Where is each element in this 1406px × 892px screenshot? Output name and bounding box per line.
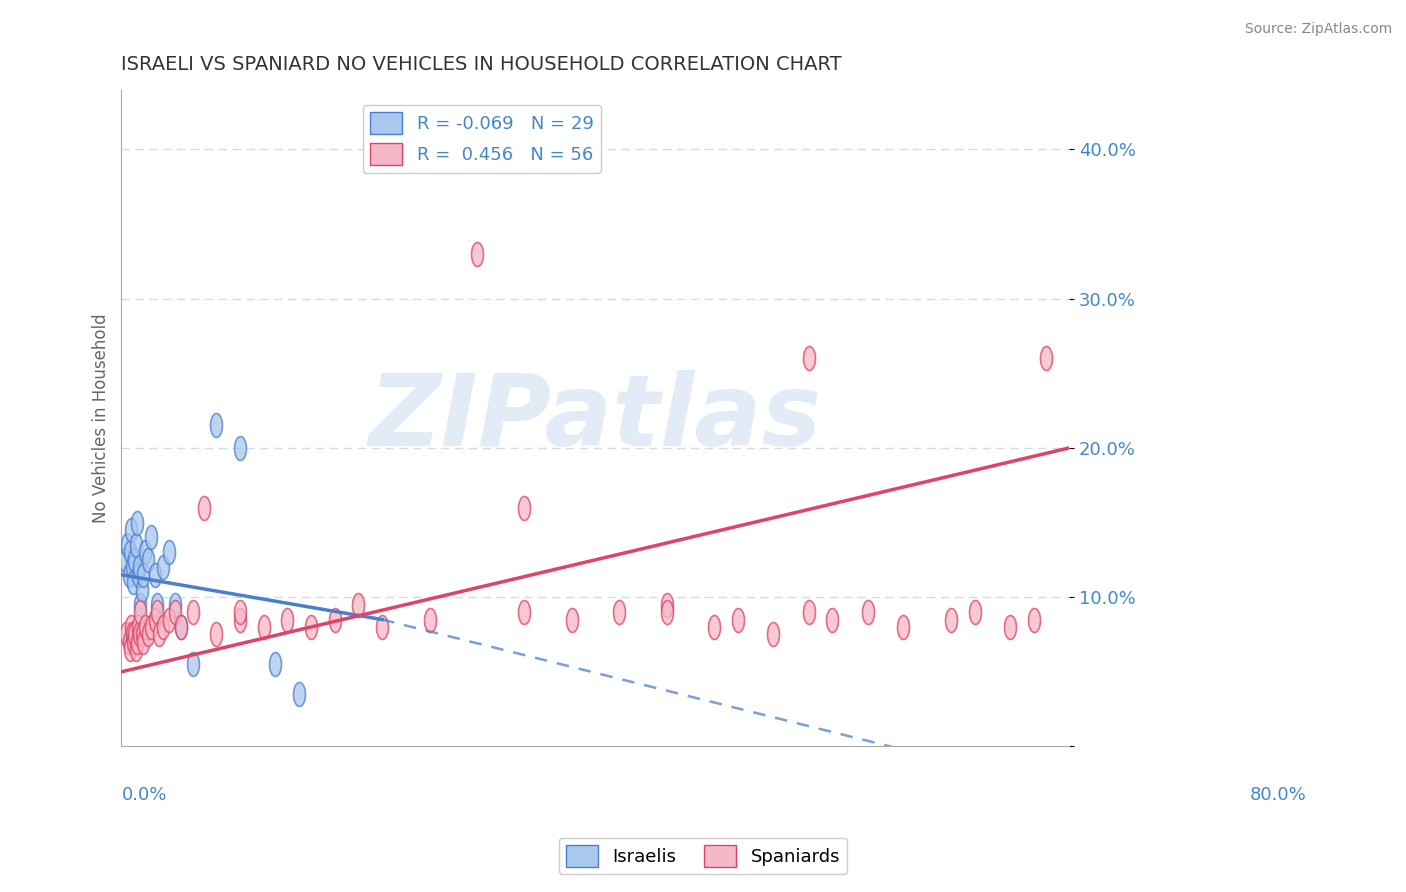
Point — [127, 620, 149, 634]
Point — [276, 613, 298, 627]
Point — [127, 567, 149, 582]
Point — [893, 620, 915, 634]
Point — [136, 553, 159, 567]
Point — [170, 620, 193, 634]
Point — [253, 620, 276, 634]
Point — [157, 545, 180, 559]
Point — [655, 605, 678, 619]
Point — [513, 500, 536, 515]
Point — [122, 575, 145, 590]
Point — [607, 605, 630, 619]
Point — [323, 613, 346, 627]
Legend: Israelis, Spaniards: Israelis, Spaniards — [558, 838, 848, 874]
Point — [131, 627, 153, 641]
Point — [229, 613, 252, 627]
Point — [152, 620, 174, 634]
Point — [939, 613, 962, 627]
Point — [128, 627, 150, 641]
Point — [288, 687, 311, 701]
Point — [117, 538, 139, 552]
Point — [465, 247, 488, 261]
Point — [561, 613, 583, 627]
Point — [181, 605, 204, 619]
Point — [146, 598, 169, 612]
Text: ZIPatlas: ZIPatlas — [368, 369, 823, 467]
Point — [1035, 351, 1057, 366]
Point — [115, 627, 138, 641]
Point — [963, 605, 986, 619]
Point — [114, 553, 136, 567]
Point — [136, 627, 159, 641]
Point — [205, 418, 228, 433]
Point — [121, 560, 143, 574]
Point — [152, 560, 174, 574]
Point — [727, 613, 749, 627]
Point — [125, 516, 148, 530]
Point — [229, 605, 252, 619]
Point — [124, 538, 146, 552]
Point — [118, 545, 141, 559]
Point — [120, 620, 142, 634]
Point — [418, 613, 440, 627]
Y-axis label: No Vehicles in Household: No Vehicles in Household — [93, 313, 110, 523]
Point — [134, 620, 156, 634]
Text: 0.0%: 0.0% — [121, 786, 167, 804]
Point — [655, 598, 678, 612]
Point — [264, 657, 287, 672]
Point — [131, 582, 153, 597]
Point — [181, 657, 204, 672]
Point — [856, 605, 879, 619]
Point — [117, 567, 139, 582]
Point — [122, 635, 145, 649]
Point — [998, 620, 1021, 634]
Point — [193, 500, 215, 515]
Point — [148, 627, 170, 641]
Point — [125, 635, 148, 649]
Point — [128, 560, 150, 574]
Point — [371, 620, 394, 634]
Point — [797, 605, 820, 619]
Point — [205, 627, 228, 641]
Point — [163, 598, 186, 612]
Text: 80.0%: 80.0% — [1250, 786, 1306, 804]
Point — [139, 620, 162, 634]
Point — [129, 598, 152, 612]
Point — [120, 523, 142, 537]
Point — [762, 627, 785, 641]
Point — [513, 605, 536, 619]
Point — [146, 605, 169, 619]
Point — [163, 605, 186, 619]
Point — [821, 613, 844, 627]
Point — [117, 635, 139, 649]
Legend: R = -0.069   N = 29, R =  0.456   N = 56: R = -0.069 N = 29, R = 0.456 N = 56 — [363, 105, 600, 173]
Point — [170, 620, 193, 634]
Point — [797, 351, 820, 366]
Point — [703, 620, 725, 634]
Point — [299, 620, 322, 634]
Point — [143, 567, 166, 582]
Text: Source: ZipAtlas.com: Source: ZipAtlas.com — [1244, 22, 1392, 37]
Point — [229, 441, 252, 455]
Point — [118, 642, 141, 657]
Point — [124, 627, 146, 641]
Point — [132, 635, 155, 649]
Text: ISRAELI VS SPANIARD NO VEHICLES IN HOUSEHOLD CORRELATION CHART: ISRAELI VS SPANIARD NO VEHICLES IN HOUSE… — [121, 55, 842, 74]
Point — [157, 613, 180, 627]
Point — [143, 613, 166, 627]
Point — [132, 567, 155, 582]
Point — [129, 605, 152, 619]
Point — [347, 598, 370, 612]
Point — [139, 531, 162, 545]
Point — [1022, 613, 1045, 627]
Point — [124, 642, 146, 657]
Point — [121, 627, 143, 641]
Point — [124, 553, 146, 567]
Point — [134, 545, 156, 559]
